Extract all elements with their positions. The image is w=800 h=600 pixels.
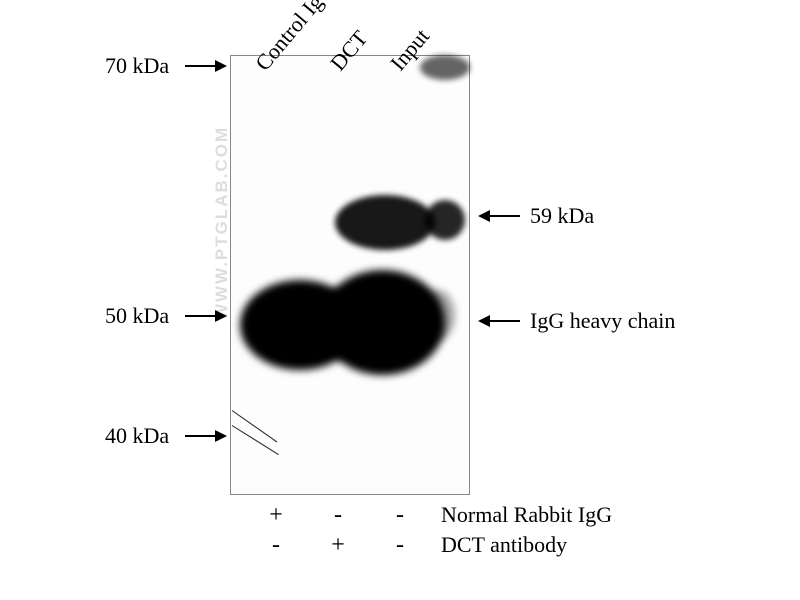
antibody-label: DCT antibody xyxy=(441,532,567,558)
blot-membrane xyxy=(230,55,470,495)
mw-label: 40 kDa xyxy=(105,423,169,449)
pm-mark: - xyxy=(369,502,431,529)
annotation-label: IgG heavy chain xyxy=(530,308,675,334)
pm-mark: + xyxy=(307,532,369,559)
antibody-row: + - - Normal Rabbit IgG xyxy=(245,500,612,530)
figure-container: WWW.PTGLAB.COM Control IgG DCT Input 70 … xyxy=(0,0,800,600)
antibody-label: Normal Rabbit IgG xyxy=(441,502,612,528)
band xyxy=(420,290,455,340)
watermark-text: WWW.PTGLAB.COM xyxy=(212,126,232,320)
pm-mark: + xyxy=(245,502,307,529)
mw-arrow xyxy=(185,65,225,67)
band xyxy=(335,195,435,250)
mw-arrow xyxy=(185,315,225,317)
pm-mark: - xyxy=(307,502,369,529)
mw-label: 70 kDa xyxy=(105,53,169,79)
annotation-arrow xyxy=(480,320,520,322)
antibody-row: - + - DCT antibody xyxy=(245,530,612,560)
antibody-table: + - - Normal Rabbit IgG - + - DCT antibo… xyxy=(245,500,612,560)
band xyxy=(420,55,470,80)
mw-label: 50 kDa xyxy=(105,303,169,329)
pm-mark: - xyxy=(369,532,431,559)
band xyxy=(425,200,465,240)
mw-arrow xyxy=(185,435,225,437)
pm-mark: - xyxy=(245,532,307,559)
annotation-label: 59 kDa xyxy=(530,203,594,229)
annotation-arrow xyxy=(480,215,520,217)
